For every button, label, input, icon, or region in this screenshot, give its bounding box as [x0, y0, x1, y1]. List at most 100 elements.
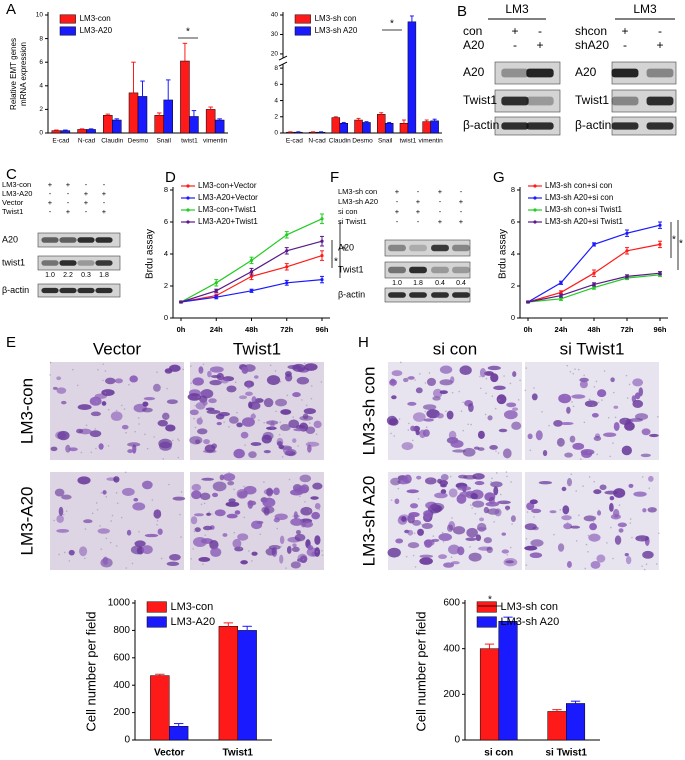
- cell-stain: [307, 544, 314, 551]
- cell-stain: [553, 419, 563, 427]
- y-tick-label: 4: [274, 97, 278, 104]
- row-label: A20: [338, 242, 354, 252]
- cell-stain: [649, 433, 659, 438]
- x-tick-label: si con: [484, 748, 513, 759]
- cell-stain: [446, 524, 454, 532]
- pore: [624, 418, 627, 421]
- pore: [111, 514, 114, 517]
- pore: [491, 395, 494, 398]
- row-label: LM3-A20: [17, 487, 36, 556]
- cell-stain: [216, 372, 224, 381]
- cell-stain: [196, 417, 203, 425]
- bar: [189, 116, 199, 134]
- cell-stain: [57, 430, 70, 441]
- y-tick-label: 6: [511, 217, 515, 226]
- pore: [583, 374, 585, 377]
- pore: [104, 392, 107, 394]
- cell-stain: [68, 549, 75, 556]
- bar: [331, 117, 341, 134]
- cell-stain: [597, 389, 607, 398]
- cell-stain: [566, 477, 573, 487]
- cell-stain: [538, 481, 553, 485]
- cell-stain: [141, 407, 153, 413]
- y-tick-label: 600: [113, 652, 130, 663]
- panel-letter: F: [330, 169, 339, 186]
- cell-stain: [205, 407, 215, 411]
- pore: [168, 483, 170, 486]
- cell-stain: [419, 554, 433, 558]
- condition-sign: +: [536, 38, 543, 52]
- cell-stain: [635, 535, 649, 542]
- point: [320, 239, 324, 243]
- pore: [160, 557, 163, 560]
- cell-stain: [239, 395, 248, 400]
- y-axis-label: Brdu assay: [498, 229, 509, 279]
- cell-stain: [475, 534, 482, 542]
- cell-stain: [198, 556, 211, 562]
- pore: [389, 415, 392, 418]
- blot-band: [388, 244, 406, 252]
- legend-label: LM3-sh con+si Twist1: [545, 205, 623, 214]
- pore: [594, 516, 597, 518]
- panel-letter: D: [165, 169, 176, 186]
- condition-sign: -: [417, 217, 420, 226]
- pore: [572, 444, 575, 446]
- cell-stain: [510, 515, 516, 522]
- cell-stain: [493, 385, 506, 391]
- annotation: *: [679, 239, 683, 250]
- condition-sign: -: [67, 189, 70, 198]
- pore: [211, 513, 213, 515]
- cell-stain: [248, 401, 261, 410]
- legend-label: LM3-sh con: [501, 601, 558, 613]
- row-label: β-actin: [463, 118, 499, 132]
- blot-band: [611, 122, 639, 130]
- y-tick-label: 2: [511, 281, 515, 290]
- cell-stain: [459, 365, 472, 375]
- pore: [588, 476, 591, 478]
- cell-stain: [417, 528, 424, 536]
- point: [249, 258, 254, 262]
- pore: [180, 536, 182, 538]
- y-tick-label: 0: [274, 130, 278, 137]
- pore: [248, 550, 250, 552]
- pore: [593, 480, 595, 483]
- cell-stain: [421, 522, 433, 530]
- bar: [354, 119, 363, 134]
- pore: [641, 565, 643, 567]
- pore: [234, 381, 237, 384]
- condition-label: LM3-sh con: [338, 187, 377, 196]
- pore: [509, 546, 512, 549]
- pore: [316, 551, 318, 553]
- pore: [320, 381, 323, 383]
- x-tick-label: 24h: [555, 325, 568, 334]
- cell-stain: [470, 493, 479, 500]
- pore: [58, 553, 60, 556]
- cell-stain: [431, 538, 440, 542]
- cell-stain: [494, 508, 502, 517]
- cell-stain: [415, 387, 423, 394]
- x-tick-label: Claudin: [101, 138, 123, 145]
- row-label: twist1: [2, 257, 25, 267]
- blot-band: [59, 260, 77, 266]
- blot-membrane: [384, 261, 471, 279]
- cell-stain: [452, 449, 466, 453]
- legend-label: LM3-con: [80, 14, 111, 23]
- pore: [493, 521, 496, 523]
- bar: [422, 121, 431, 134]
- cell-stain: [279, 535, 285, 545]
- condition-sign: +: [66, 207, 71, 216]
- blot-band: [646, 96, 674, 106]
- cell-stain: [641, 428, 651, 436]
- pore: [587, 451, 590, 454]
- condition-sign: +: [438, 187, 443, 196]
- pore: [526, 511, 529, 513]
- bar: [498, 621, 518, 741]
- y-tick-label: 800: [113, 625, 130, 636]
- error-bar: [54, 129, 59, 131]
- cell-stain: [486, 546, 493, 554]
- cell-stain: [448, 544, 460, 555]
- cell-stain: [290, 561, 301, 569]
- pore: [411, 439, 414, 442]
- pore: [449, 475, 452, 478]
- cell-stain: [388, 418, 399, 426]
